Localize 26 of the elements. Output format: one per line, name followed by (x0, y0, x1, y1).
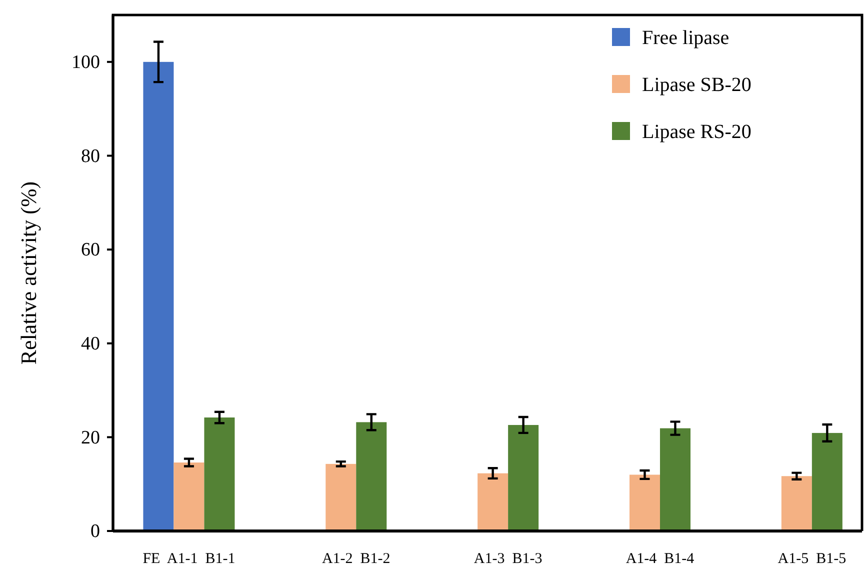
bar (356, 422, 387, 531)
bar (478, 473, 508, 531)
bar (326, 464, 356, 531)
x-tick-label: A1-3 B1-3 (474, 551, 542, 565)
bar (143, 62, 174, 531)
y-axis-title: Relative activity (%) (16, 181, 41, 365)
bar (812, 432, 842, 531)
y-tick-label: 60 (81, 240, 100, 261)
y-tick-label: 20 (81, 427, 100, 448)
y-tick-label: 100 (72, 52, 100, 73)
bar (629, 474, 660, 531)
y-tick-label: 80 (81, 146, 100, 167)
x-tick-label: A1-5 B1-5 (778, 551, 846, 565)
bar (660, 428, 690, 531)
x-tick-label: A1-2 B1-2 (322, 551, 390, 565)
bar (204, 417, 235, 531)
bar (781, 476, 812, 531)
bar (174, 462, 204, 531)
y-tick-label: 40 (81, 333, 100, 354)
legend-label: Lipase SB-20 (642, 74, 752, 96)
legend-label: Lipase RS-20 (642, 121, 752, 143)
x-tick-label: A1-4 B1-4 (626, 551, 695, 565)
x-tick-label: FE A1-1 B1-1 (142, 551, 236, 565)
y-tick-label: 0 (90, 521, 100, 542)
bar (508, 424, 539, 531)
legend-label: Free lipase (642, 27, 730, 49)
